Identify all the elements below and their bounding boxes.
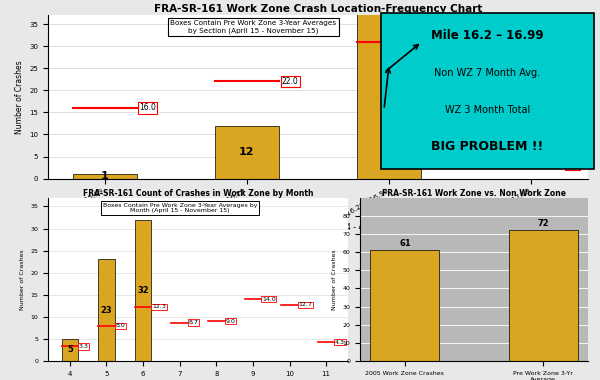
Text: 5: 5 — [67, 345, 73, 355]
Text: 14.0: 14.0 — [262, 297, 275, 302]
Title: FRA-SR-161 Count of Crashes in Work Zone by Month: FRA-SR-161 Count of Crashes in Work Zone… — [83, 188, 313, 198]
Text: Boxes Contain Pre Work Zone 3-Year Averages
by Section (April 15 - November 15): Boxes Contain Pre Work Zone 3-Year Avera… — [170, 20, 336, 33]
Bar — [215, 126, 279, 179]
Bar — [357, 0, 421, 179]
Text: 1: 1 — [101, 171, 109, 181]
Text: Boxes Contain Pre Work Zone 3-Year Averages by
Month (April 15 - November 15): Boxes Contain Pre Work Zone 3-Year Avera… — [103, 203, 257, 213]
Text: WZ 3 Month Total: WZ 3 Month Total — [445, 105, 530, 115]
Text: 72: 72 — [537, 218, 549, 228]
Text: 23: 23 — [101, 306, 112, 315]
Text: 9.0: 9.0 — [225, 319, 235, 324]
Text: 61: 61 — [399, 239, 411, 247]
Text: BIG PROBLEM !!: BIG PROBLEM !! — [431, 140, 544, 154]
Text: 12.7: 12.7 — [298, 302, 313, 307]
Text: 8.7: 8.7 — [188, 320, 199, 325]
Bar — [73, 174, 137, 179]
Title: FRA-SR-161 Work Zone vs. Non Work Zone: FRA-SR-161 Work Zone vs. Non Work Zone — [382, 188, 566, 198]
Text: Non WZ 7 Month Avg.: Non WZ 7 Month Avg. — [434, 68, 541, 78]
Text: 8.0: 8.0 — [115, 323, 125, 328]
Legend: 2005 Work Zone Crashes, 3 Year Ave: 2005 Work Zone Crashes, 3 Year Ave — [116, 228, 309, 243]
Bar — [62, 339, 78, 361]
Text: 12.3: 12.3 — [152, 304, 166, 309]
Title: FRA-SR-161 Work Zone Crash Location-Frequency Chart: FRA-SR-161 Work Zone Crash Location-Freq… — [154, 5, 482, 14]
Text: 12: 12 — [239, 147, 254, 157]
Bar — [98, 260, 115, 361]
Text: 3.3: 3.3 — [79, 344, 89, 349]
Y-axis label: Number of Crashes: Number of Crashes — [20, 249, 25, 310]
Bar — [135, 220, 151, 361]
Y-axis label: Number of Crashes: Number of Crashes — [15, 60, 24, 134]
Text: 3.3: 3.3 — [566, 160, 578, 168]
Text: 31.0: 31.0 — [424, 37, 441, 46]
Bar — [509, 230, 578, 361]
Text: 16.0: 16.0 — [139, 103, 156, 112]
Text: 4.3: 4.3 — [335, 339, 345, 345]
Text: 22.0: 22.0 — [282, 77, 298, 86]
Bar — [370, 250, 439, 361]
Text: 32: 32 — [137, 286, 149, 295]
Text: 48: 48 — [382, 68, 397, 78]
Text: Mile 16.2 – 16.99: Mile 16.2 – 16.99 — [431, 29, 544, 42]
Y-axis label: Number of Crashes: Number of Crashes — [332, 249, 337, 310]
X-axis label: Crash Logpoint (MP 40.4 - 42.4): Crash Logpoint (MP 40.4 - 42.4) — [257, 223, 379, 232]
